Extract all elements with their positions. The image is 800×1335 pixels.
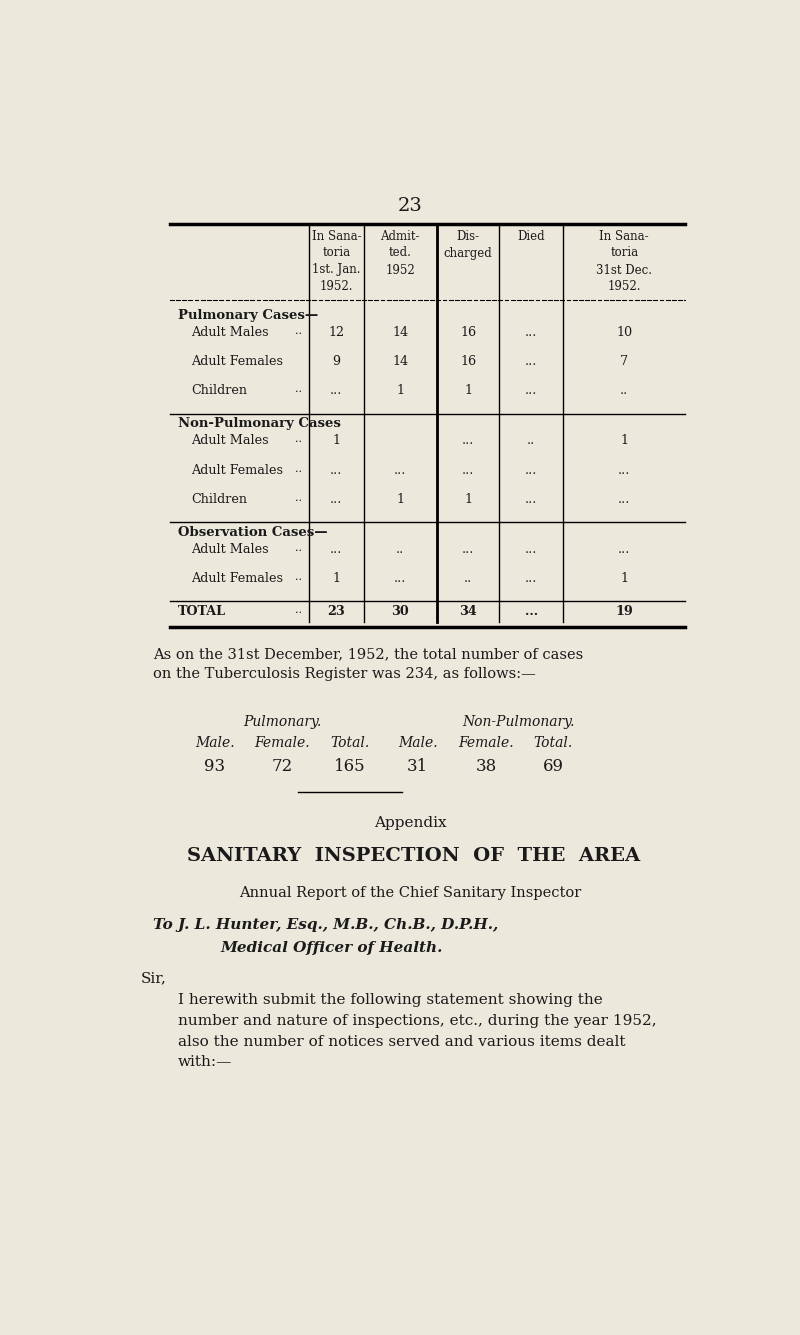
Text: ..: .. xyxy=(294,434,302,445)
Text: ...: ... xyxy=(525,605,538,618)
Text: Female.: Female. xyxy=(458,736,514,750)
Text: Non-Pulmonary.: Non-Pulmonary. xyxy=(462,714,574,729)
Text: Admit-
ted.
1952: Admit- ted. 1952 xyxy=(381,230,420,276)
Text: 31: 31 xyxy=(407,758,428,774)
Text: TOTAL: TOTAL xyxy=(178,605,226,618)
Text: I herewith submit the following statement showing the
number and nature of inspe: I herewith submit the following statemen… xyxy=(178,993,656,1069)
Text: ...: ... xyxy=(618,543,630,555)
Text: 69: 69 xyxy=(543,758,564,774)
Text: ...: ... xyxy=(462,543,474,555)
Text: ...: ... xyxy=(525,573,538,585)
Text: Total.: Total. xyxy=(534,736,573,750)
Text: Medical Officer of Health.: Medical Officer of Health. xyxy=(220,941,442,955)
Text: As on the 31st December, 1952, the total number of cases
on the Tuberculosis Reg: As on the 31st December, 1952, the total… xyxy=(153,647,583,681)
Text: 1: 1 xyxy=(464,493,472,506)
Text: ..: .. xyxy=(294,384,302,394)
Text: Female.: Female. xyxy=(254,736,310,750)
Text: Male.: Male. xyxy=(195,736,234,750)
Text: ...: ... xyxy=(330,463,342,477)
Text: 1: 1 xyxy=(464,384,472,398)
Text: 19: 19 xyxy=(615,605,633,618)
Text: To J. L. Hunter, Esq., M.B., Ch.B., D.P.H.,: To J. L. Hunter, Esq., M.B., Ch.B., D.P.… xyxy=(153,918,498,932)
Text: 12: 12 xyxy=(328,326,345,339)
Text: ...: ... xyxy=(525,355,538,368)
Text: 23: 23 xyxy=(398,198,422,215)
Text: ...: ... xyxy=(618,493,630,506)
Text: 16: 16 xyxy=(460,326,476,339)
Text: ..: .. xyxy=(396,543,405,555)
Text: ...: ... xyxy=(525,543,538,555)
Text: Adult Males: Adult Males xyxy=(191,543,269,555)
Text: Annual Report of the Chief Sanitary Inspector: Annual Report of the Chief Sanitary Insp… xyxy=(239,885,581,900)
Text: 38: 38 xyxy=(475,758,497,774)
Text: 1: 1 xyxy=(620,573,628,585)
Text: ...: ... xyxy=(618,463,630,477)
Text: 16: 16 xyxy=(460,355,476,368)
Text: ...: ... xyxy=(330,493,342,506)
Text: 23: 23 xyxy=(327,605,346,618)
Text: ..: .. xyxy=(620,384,629,398)
Text: Dis-
charged: Dis- charged xyxy=(444,230,493,259)
Text: Pulmonary Cases—: Pulmonary Cases— xyxy=(178,308,318,322)
Text: In Sana-
toria
31st Dec.
1952.: In Sana- toria 31st Dec. 1952. xyxy=(596,230,652,294)
Text: 1: 1 xyxy=(396,493,404,506)
Text: ...: ... xyxy=(394,573,406,585)
Text: Total.: Total. xyxy=(330,736,369,750)
Text: 1: 1 xyxy=(396,384,404,398)
Text: ...: ... xyxy=(462,463,474,477)
Text: Died: Died xyxy=(518,230,545,243)
Text: Observation Cases—: Observation Cases— xyxy=(178,526,327,539)
Text: Children: Children xyxy=(191,493,247,506)
Text: 165: 165 xyxy=(334,758,366,774)
Text: Adult Females: Adult Females xyxy=(191,573,283,585)
Text: Sir,: Sir, xyxy=(140,972,166,985)
Text: ..: .. xyxy=(464,573,472,585)
Text: 10: 10 xyxy=(616,326,632,339)
Text: ...: ... xyxy=(525,384,538,398)
Text: In Sana-
toria
1st. Jan.
1952.: In Sana- toria 1st. Jan. 1952. xyxy=(311,230,361,294)
Text: ...: ... xyxy=(330,543,342,555)
Text: ...: ... xyxy=(525,463,538,477)
Text: 30: 30 xyxy=(391,605,409,618)
Text: Adult Females: Adult Females xyxy=(191,355,283,368)
Text: ..: .. xyxy=(294,573,302,582)
Text: 34: 34 xyxy=(459,605,477,618)
Text: Appendix: Appendix xyxy=(374,816,446,830)
Text: ..: .. xyxy=(294,463,302,474)
Text: SANITARY  INSPECTION  OF  THE  AREA: SANITARY INSPECTION OF THE AREA xyxy=(187,846,641,865)
Text: 7: 7 xyxy=(620,355,628,368)
Text: Adult Males: Adult Males xyxy=(191,326,269,339)
Text: ..: .. xyxy=(294,493,302,503)
Text: 1: 1 xyxy=(332,573,340,585)
Text: Male.: Male. xyxy=(398,736,438,750)
Text: ..: .. xyxy=(294,326,302,335)
Text: 93: 93 xyxy=(204,758,226,774)
Text: 1: 1 xyxy=(332,434,340,447)
Text: Non-Pulmonary Cases: Non-Pulmonary Cases xyxy=(178,418,340,430)
Text: ...: ... xyxy=(525,326,538,339)
Text: ...: ... xyxy=(394,463,406,477)
Text: ..: .. xyxy=(527,434,535,447)
Text: ..: .. xyxy=(294,543,302,553)
Text: 1: 1 xyxy=(620,434,628,447)
Text: 14: 14 xyxy=(392,355,408,368)
Text: 72: 72 xyxy=(271,758,293,774)
Text: 9: 9 xyxy=(332,355,341,368)
Text: ..: .. xyxy=(294,605,302,615)
Text: 14: 14 xyxy=(392,326,408,339)
Text: ...: ... xyxy=(525,493,538,506)
Text: Adult Females: Adult Females xyxy=(191,463,283,477)
Text: Adult Males: Adult Males xyxy=(191,434,269,447)
Text: ...: ... xyxy=(330,384,342,398)
Text: ...: ... xyxy=(462,434,474,447)
Text: Pulmonary.: Pulmonary. xyxy=(243,714,322,729)
Text: Children: Children xyxy=(191,384,247,398)
